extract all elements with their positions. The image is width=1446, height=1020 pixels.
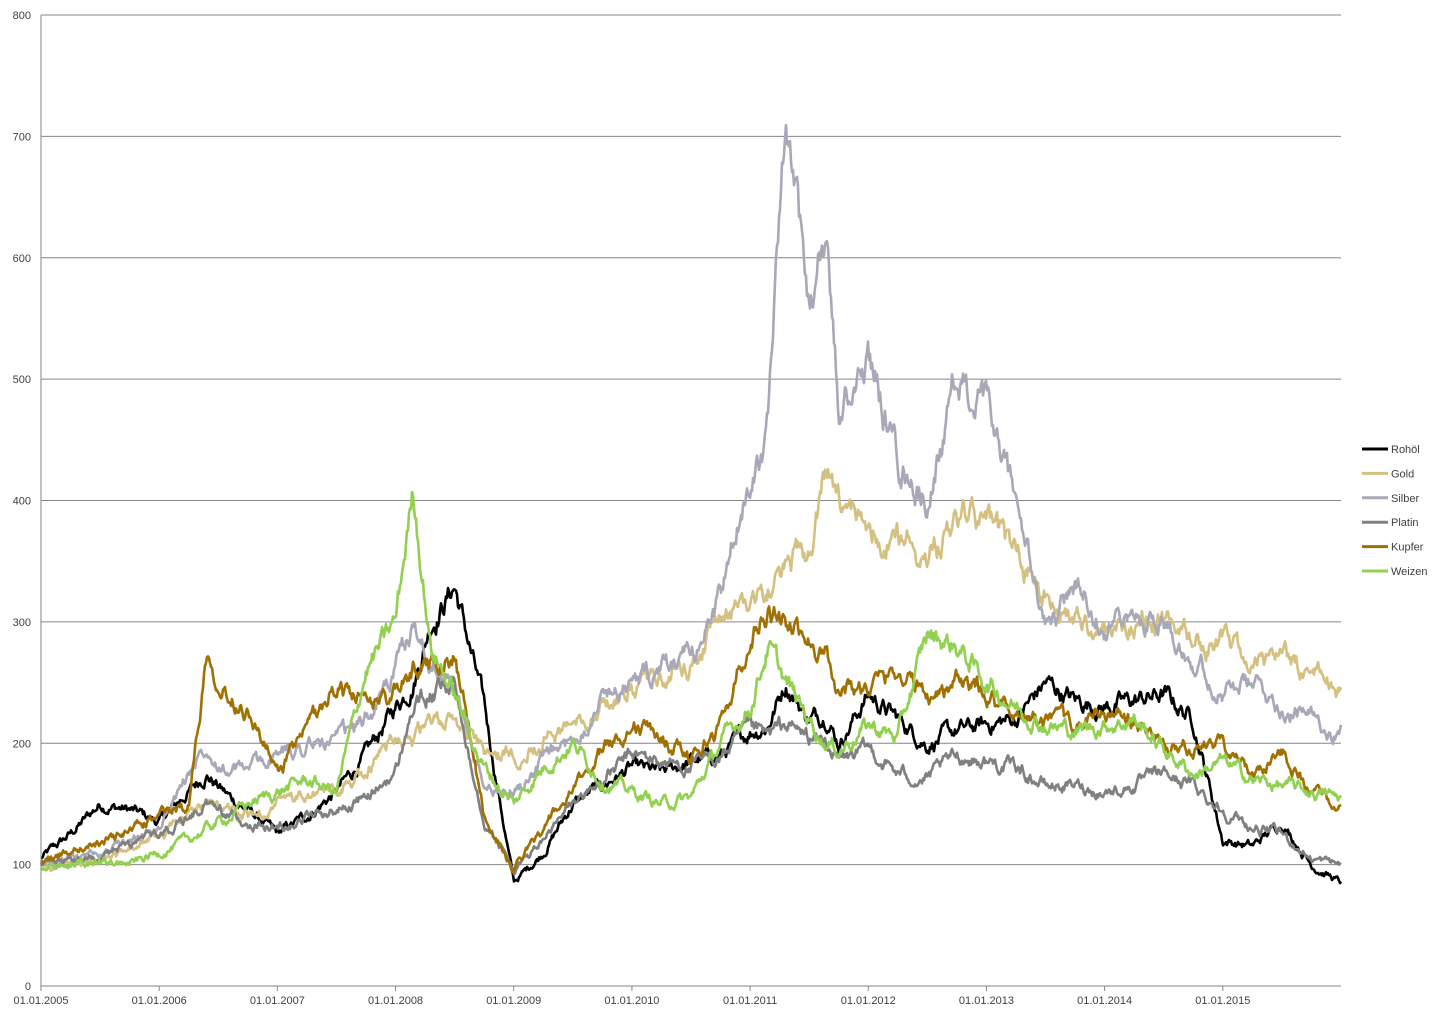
legend-label: Gold bbox=[1391, 468, 1414, 480]
legend: Rohöl Gold Silber Platin Kupfer Weizen bbox=[1362, 444, 1427, 578]
x-tick-label: 01.01.2012 bbox=[841, 995, 896, 1007]
y-tick-label: 100 bbox=[13, 860, 31, 872]
x-tick-labels: 01.01.2005 01.01.2006 01.01.2007 01.01.2008… bbox=[13, 986, 1250, 1007]
x-tick-label: 01.01.2011 bbox=[723, 995, 777, 1007]
horizontal-gridlines bbox=[41, 14, 1341, 866]
x-tick-label: 01.01.2013 bbox=[959, 995, 1014, 1007]
y-tick-label: 500 bbox=[13, 374, 31, 386]
legend-label: Platin bbox=[1391, 517, 1419, 529]
x-tick-label: 01.01.2010 bbox=[604, 995, 659, 1007]
series-lines bbox=[39, 123, 1343, 885]
x-tick-label: 01.01.2009 bbox=[486, 995, 541, 1007]
series-line-3 bbox=[39, 675, 1342, 876]
y-tick-label: 600 bbox=[13, 253, 31, 265]
y-tick-label: 800 bbox=[13, 10, 31, 22]
y-tick-label: 400 bbox=[13, 496, 31, 508]
legend-label: Weizen bbox=[1391, 566, 1427, 578]
x-tick-label: 01.01.2007 bbox=[250, 995, 305, 1007]
axes bbox=[40, 15, 1341, 987]
x-tick-label: 01.01.2014 bbox=[1077, 995, 1132, 1007]
series-line-4 bbox=[39, 605, 1342, 874]
y-tick-labels: 0 100 200 300 400 500 600 700 800 bbox=[13, 10, 31, 993]
y-tick-label: 300 bbox=[13, 617, 31, 629]
y-tick-label: 200 bbox=[13, 738, 31, 750]
legend-label: Silber bbox=[1391, 493, 1419, 505]
x-tick-label: 01.01.2006 bbox=[132, 995, 187, 1007]
x-tick-label: 01.01.2008 bbox=[368, 995, 423, 1007]
legend-label: Kupfer bbox=[1391, 542, 1424, 554]
x-tick-label: 01.01.2005 bbox=[13, 995, 68, 1007]
series-line-5 bbox=[40, 490, 1342, 872]
y-tick-label: 0 bbox=[25, 981, 31, 993]
legend-label: Rohöl bbox=[1391, 444, 1420, 456]
y-tick-label: 700 bbox=[13, 131, 31, 143]
x-tick-label: 01.01.2015 bbox=[1195, 995, 1250, 1007]
series-line-2 bbox=[40, 123, 1343, 870]
